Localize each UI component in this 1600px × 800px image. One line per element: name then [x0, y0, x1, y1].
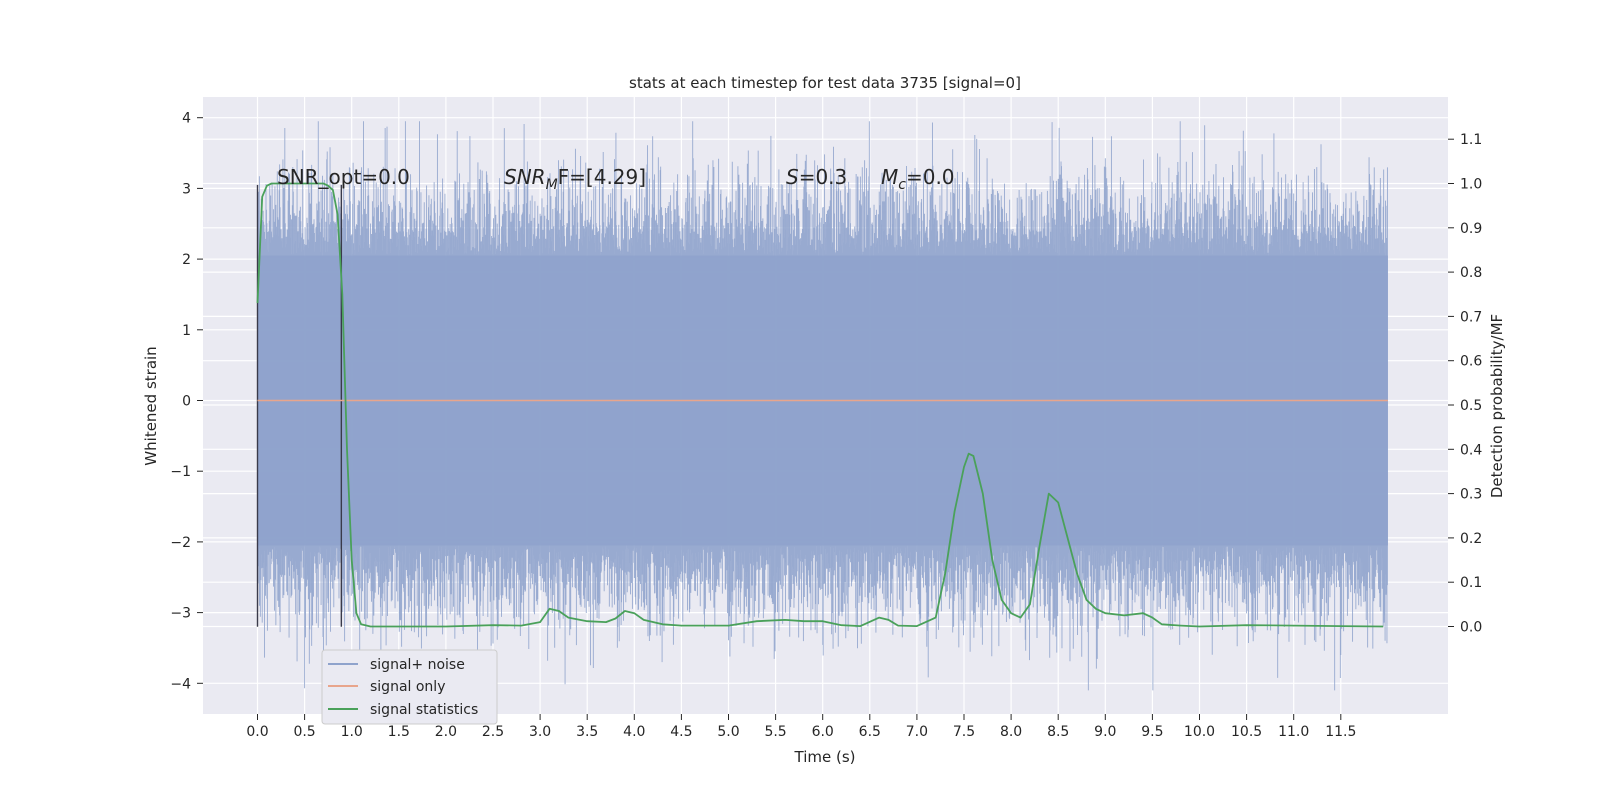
vertical-markers — [256, 184, 343, 627]
y-right-tick-label: 1.1 — [1460, 132, 1482, 148]
annotation-s-rest: =0.3 — [799, 165, 848, 189]
y-left-axis-title: Whitened strain — [142, 346, 160, 465]
y-right-tick-label: 0.1 — [1460, 575, 1482, 591]
x-tick-label: 6.0 — [812, 724, 834, 740]
annotation-snr-mf-sub: M — [546, 177, 558, 193]
x-tick-label: 11.0 — [1278, 724, 1309, 740]
x-tick-label: 11.5 — [1325, 724, 1356, 740]
ticks: 0.0 0.5 1.0 1.5 2.0 2.5 3.0 3.5 4.0 4.5 5.0 5.5 6.0 6… — [170, 111, 1482, 740]
x-tick-label: 2.0 — [435, 724, 457, 740]
x-tick-label: 9.5 — [1141, 724, 1163, 740]
y-left-tick-label: −1 — [170, 464, 191, 480]
annotation-s-main: S — [786, 165, 799, 189]
x-tick-label: 10.5 — [1231, 724, 1262, 740]
y-left-tick-label: 0 — [182, 394, 191, 410]
y-left-tick-label: 3 — [182, 181, 191, 197]
annotation-snr-mf-rest: F=[4.29] — [558, 165, 646, 189]
y-right-axis-title: Detection probability/MF — [1488, 314, 1506, 498]
x-tick-label: 4.5 — [670, 724, 692, 740]
y-right-tick-label: 0.2 — [1460, 531, 1482, 547]
x-tick-label: 10.0 — [1184, 724, 1215, 740]
annotation-s: S=0.3 — [786, 165, 847, 189]
y-left-tick-label: −2 — [170, 535, 191, 551]
x-tick-label: 5.5 — [764, 724, 786, 740]
y-right-tick-label: 0.0 — [1460, 620, 1482, 636]
signal-statistics-line — [256, 182, 1384, 628]
legend-label-noise: signal+ noise — [370, 657, 465, 673]
x-tick-label: 3.0 — [529, 724, 551, 740]
legend-label-stats: signal statistics — [370, 702, 478, 718]
annotation-snr-mf-main: SNR — [504, 165, 546, 189]
y-right-tick-label: 1.0 — [1460, 177, 1482, 193]
x-tick-label: 8.0 — [1000, 724, 1022, 740]
x-tick-label: 7.0 — [906, 724, 928, 740]
x-tick-label: 4.0 — [623, 724, 645, 740]
x-tick-label: 8.5 — [1047, 724, 1069, 740]
y-left-tick-label: −4 — [170, 676, 191, 692]
x-tick-label: 6.5 — [859, 724, 881, 740]
legend-box — [321, 649, 498, 725]
x-tick-label: 3.5 — [576, 724, 598, 740]
y-left-tick-label: −3 — [170, 606, 191, 622]
y-right-tick-label: 0.7 — [1460, 309, 1482, 325]
x-tick-label: 9.0 — [1094, 724, 1116, 740]
y-right-tick-label: 0.3 — [1460, 487, 1482, 503]
x-tick-label: 1.0 — [341, 724, 363, 740]
annotation-snr-mf: SNRMF=[4.29] — [504, 165, 646, 193]
annotation-mc-sub: c — [898, 177, 906, 193]
x-axis-title: Time (s) — [794, 748, 856, 766]
annotation-snr-opt: SNR_opt=0.0 — [277, 165, 410, 189]
legend: signal+ noise signal only signal statist… — [321, 649, 498, 725]
y-right-tick-label: 0.9 — [1460, 221, 1482, 237]
y-right-tick-label: 0.4 — [1460, 442, 1482, 458]
y-left-tick-label: 2 — [182, 252, 191, 268]
x-tick-label: 5.0 — [717, 724, 739, 740]
x-tick-label: 0.5 — [293, 724, 315, 740]
annotation-mc-main: M — [881, 165, 898, 189]
annotation-mc: Mc=0.0 — [881, 165, 955, 193]
y-right-tick-label: 0.5 — [1460, 398, 1482, 414]
signal-statistics-series — [256, 182, 1384, 628]
annotation-mc-rest: =0.0 — [906, 165, 955, 189]
chart-title: stats at each timestep for test data 373… — [629, 74, 1021, 92]
legend-label-signal-only: signal only — [370, 679, 445, 695]
y-left-tick-label: 4 — [182, 111, 191, 127]
x-tick-label: 0.0 — [246, 724, 268, 740]
y-right-tick-label: 0.6 — [1460, 354, 1482, 370]
x-tick-label: 1.5 — [388, 724, 410, 740]
x-tick-label: 7.5 — [953, 724, 975, 740]
x-tick-label: 2.5 — [482, 724, 504, 740]
y-right-tick-label: 0.8 — [1460, 265, 1482, 281]
y-left-tick-label: 1 — [182, 323, 191, 339]
